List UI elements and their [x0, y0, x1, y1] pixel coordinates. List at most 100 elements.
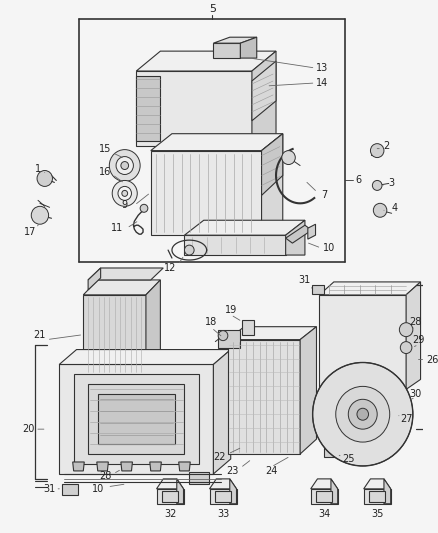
Text: 1: 1 [35, 164, 41, 174]
Polygon shape [184, 235, 286, 255]
Polygon shape [177, 479, 184, 504]
Text: 7: 7 [321, 190, 327, 200]
Text: 3: 3 [389, 179, 395, 189]
Polygon shape [88, 268, 163, 280]
Polygon shape [215, 491, 231, 502]
Polygon shape [189, 472, 208, 484]
Text: 15: 15 [99, 143, 112, 154]
Text: 29: 29 [413, 335, 425, 345]
Polygon shape [83, 280, 160, 295]
Text: 31: 31 [299, 275, 311, 285]
Text: 28: 28 [410, 317, 422, 327]
Circle shape [184, 245, 194, 255]
Text: 24: 24 [265, 466, 277, 476]
Polygon shape [312, 285, 324, 294]
Polygon shape [261, 134, 283, 235]
Circle shape [118, 187, 131, 200]
Text: 28: 28 [99, 471, 112, 481]
Text: 21: 21 [34, 329, 46, 340]
Polygon shape [88, 384, 184, 454]
Text: 6: 6 [356, 175, 362, 185]
Circle shape [116, 157, 134, 174]
Circle shape [110, 150, 140, 181]
Text: 5: 5 [209, 4, 216, 14]
Text: 26: 26 [426, 354, 438, 365]
Polygon shape [228, 340, 300, 454]
Text: 32: 32 [164, 508, 176, 519]
Polygon shape [150, 462, 161, 471]
Polygon shape [73, 462, 84, 471]
Polygon shape [228, 327, 317, 340]
Polygon shape [184, 220, 305, 235]
Polygon shape [286, 225, 312, 243]
Polygon shape [162, 491, 178, 502]
Polygon shape [261, 134, 283, 196]
Polygon shape [209, 489, 237, 504]
Text: 13: 13 [316, 63, 328, 73]
Circle shape [400, 342, 412, 353]
Polygon shape [242, 320, 254, 335]
Circle shape [371, 144, 384, 158]
Text: 33: 33 [217, 508, 229, 519]
Polygon shape [59, 350, 231, 365]
Polygon shape [230, 479, 237, 504]
Polygon shape [156, 479, 184, 489]
Polygon shape [311, 479, 338, 489]
Circle shape [313, 362, 413, 466]
Polygon shape [98, 394, 175, 444]
Text: 16: 16 [99, 167, 112, 177]
Text: 20: 20 [22, 424, 35, 434]
Text: 18: 18 [205, 317, 218, 327]
Text: 4: 4 [392, 203, 398, 213]
Polygon shape [62, 484, 78, 495]
Circle shape [336, 386, 390, 442]
Polygon shape [136, 71, 252, 146]
Circle shape [121, 161, 129, 169]
Polygon shape [121, 462, 132, 471]
Polygon shape [209, 479, 237, 489]
Polygon shape [136, 76, 160, 141]
Text: 30: 30 [410, 389, 422, 399]
Circle shape [122, 190, 127, 196]
Text: 19: 19 [225, 305, 237, 315]
Text: 9: 9 [122, 200, 128, 211]
Polygon shape [213, 43, 240, 58]
Polygon shape [364, 479, 391, 489]
Polygon shape [59, 365, 213, 474]
Polygon shape [286, 220, 305, 255]
Polygon shape [319, 295, 406, 389]
Polygon shape [319, 282, 420, 295]
Polygon shape [406, 282, 420, 389]
Circle shape [37, 171, 53, 187]
Polygon shape [384, 479, 391, 504]
Polygon shape [319, 389, 406, 424]
Polygon shape [252, 51, 276, 146]
Polygon shape [300, 327, 317, 454]
Polygon shape [97, 462, 108, 471]
Circle shape [373, 203, 387, 217]
Text: 12: 12 [164, 263, 176, 273]
Text: 10: 10 [323, 243, 335, 253]
Polygon shape [151, 151, 261, 235]
Polygon shape [151, 134, 283, 151]
Text: 27: 27 [400, 414, 412, 424]
Polygon shape [146, 280, 160, 375]
Polygon shape [179, 462, 190, 471]
Circle shape [112, 181, 137, 206]
Text: 14: 14 [316, 78, 328, 88]
Text: 35: 35 [371, 508, 383, 519]
Circle shape [399, 322, 413, 337]
Text: 10: 10 [92, 484, 104, 494]
Text: 22: 22 [213, 452, 226, 462]
Polygon shape [308, 224, 315, 239]
Circle shape [218, 330, 228, 341]
Text: 2: 2 [384, 141, 390, 151]
Polygon shape [317, 491, 332, 502]
Circle shape [140, 204, 148, 212]
Polygon shape [364, 489, 391, 504]
Circle shape [282, 151, 295, 165]
Polygon shape [252, 61, 276, 121]
Polygon shape [83, 295, 146, 375]
Polygon shape [240, 37, 257, 58]
Text: 23: 23 [226, 466, 239, 476]
